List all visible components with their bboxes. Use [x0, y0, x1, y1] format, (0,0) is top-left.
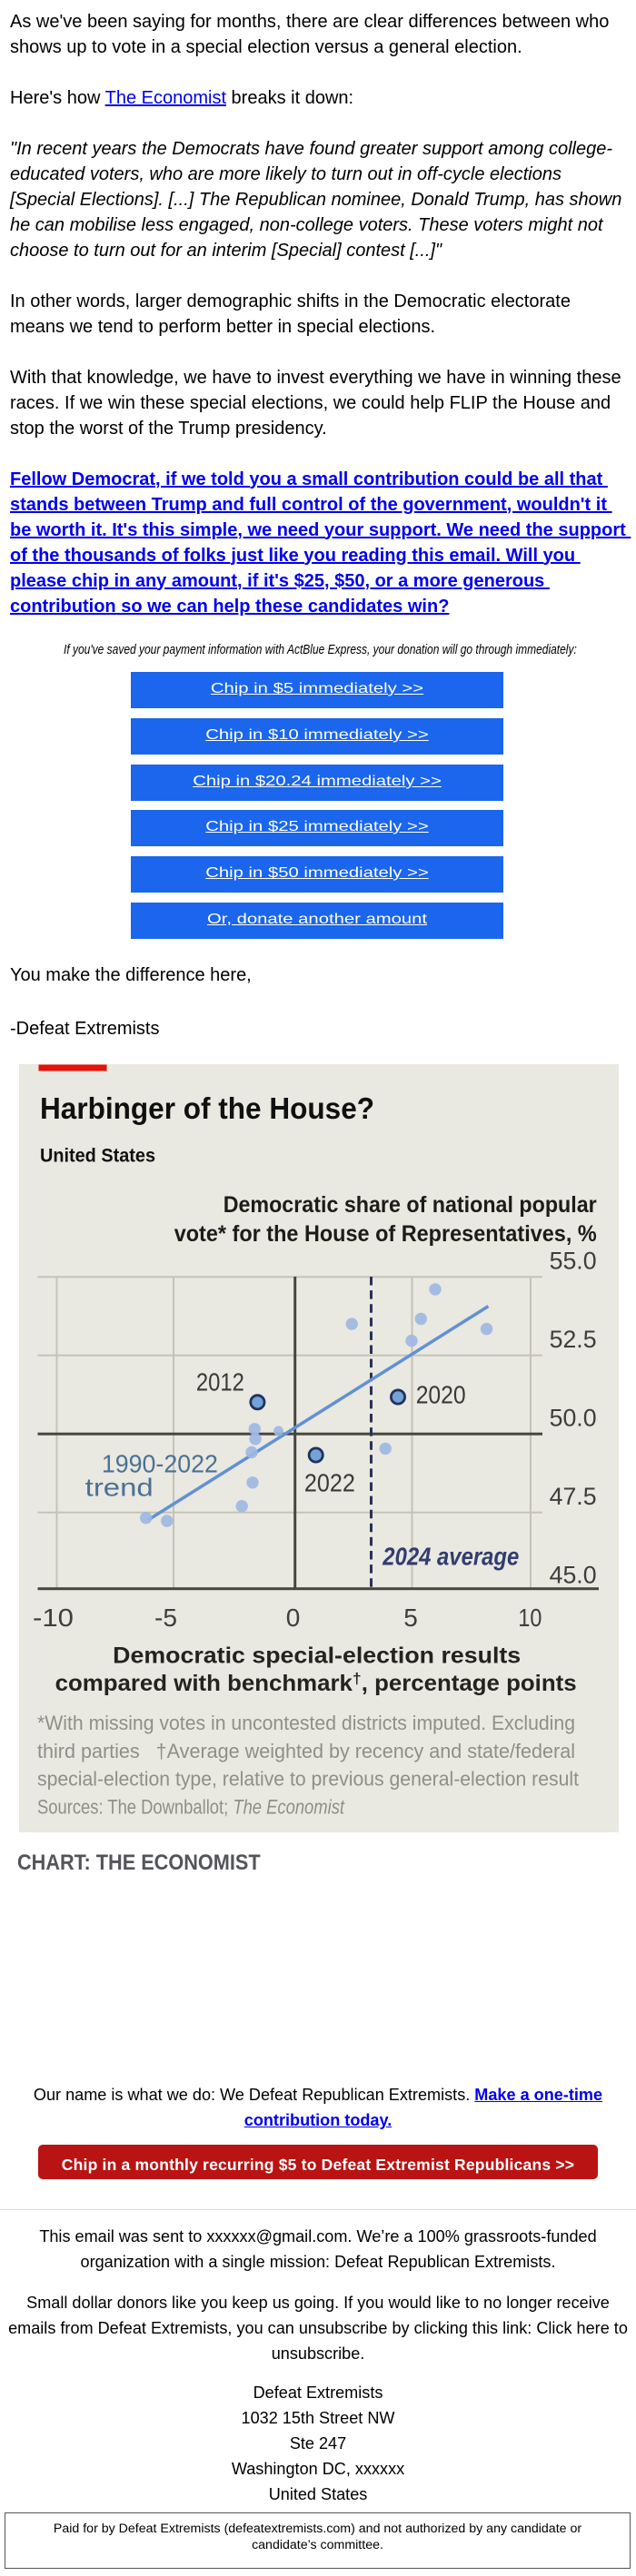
svg-text:10: 10	[518, 1604, 542, 1632]
svg-text:55.0: 55.0	[550, 1248, 597, 1275]
svg-text:45.0: 45.0	[550, 1562, 597, 1589]
svg-text:Sources: The Downballot; The E: Sources: The Downballot; The Economist	[37, 1795, 345, 1818]
svg-text:United States: United States	[40, 1146, 155, 1167]
svg-text:trend: trend	[85, 1474, 154, 1502]
svg-text:-10: -10	[33, 1604, 74, 1632]
svg-text:third parties †Average weigh: third parties †Average weighted by recen…	[37, 1740, 575, 1762]
svg-text:-5: -5	[154, 1604, 177, 1632]
svg-text:*With missing votes in unconte: *With missing votes in uncontested distr…	[37, 1712, 575, 1734]
svg-text:Democratic special-election re: Democratic special-election results	[113, 1643, 521, 1669]
svg-text:0: 0	[286, 1604, 301, 1632]
svg-text:special-election type, relativ: special-election type, relative to previ…	[37, 1768, 580, 1791]
svg-text:52.5: 52.5	[550, 1326, 597, 1353]
svg-text:compared with benchmark†, perc: compared with benchmark †, percentage poi…	[55, 1670, 577, 1696]
svg-text:Democratic share of national p: Democratic share of national popular	[224, 1192, 597, 1218]
svg-text:2022: 2022	[304, 1468, 355, 1496]
svg-text:Harbinger of the House?: Harbinger of the House?	[40, 1091, 374, 1125]
svg-text:2012: 2012	[196, 1367, 244, 1396]
svg-text:1990-2022: 1990-2022	[102, 1450, 218, 1478]
svg-text:5: 5	[403, 1604, 418, 1632]
svg-text:vote* for the House of Represe: vote* for the House of Representatives, …	[174, 1221, 597, 1247]
svg-text:2024 average: 2024 average	[382, 1542, 519, 1570]
svg-text:47.5: 47.5	[550, 1483, 597, 1510]
svg-text:50.0: 50.0	[550, 1405, 597, 1432]
svg-text:2020: 2020	[416, 1381, 466, 1409]
